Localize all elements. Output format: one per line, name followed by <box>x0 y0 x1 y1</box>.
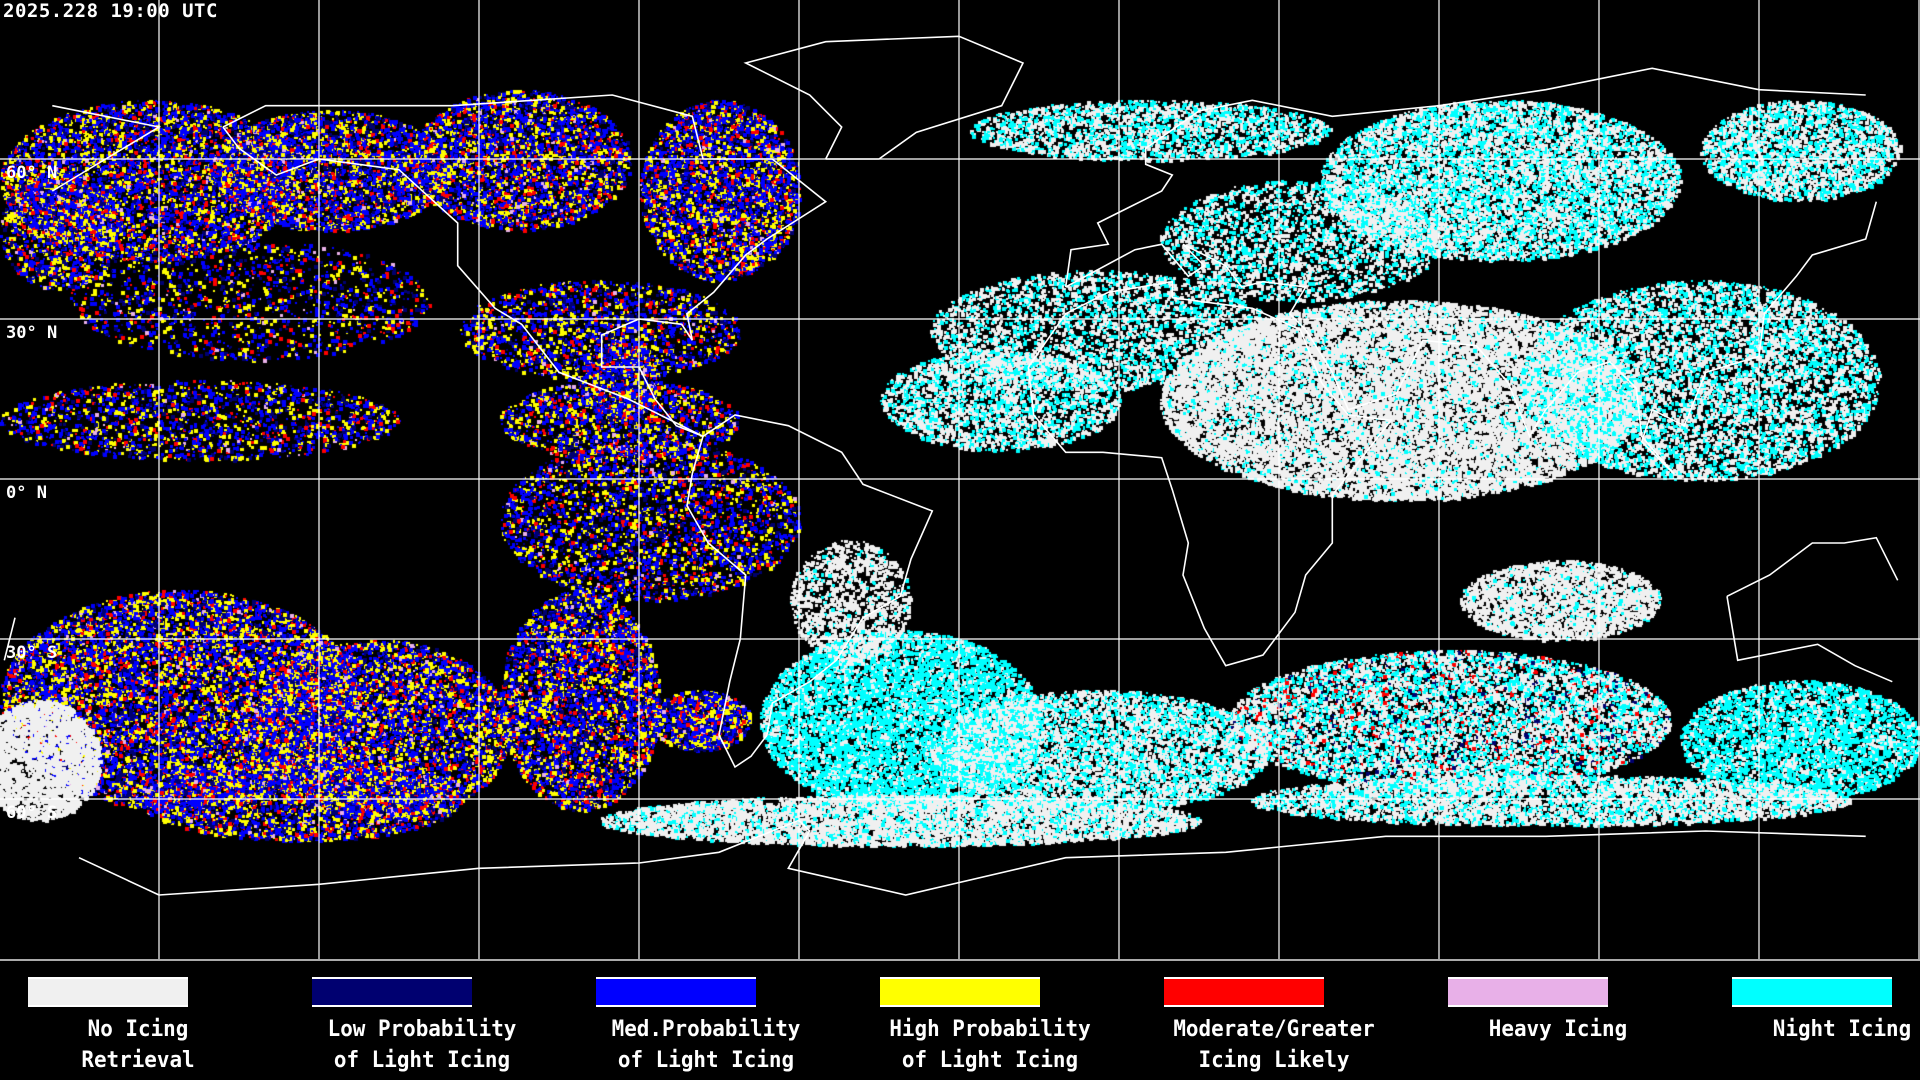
icing-map <box>0 0 1920 959</box>
coastline-australia <box>3 617 16 661</box>
legend-label: Retrieval <box>81 1048 195 1073</box>
coastline-eurasia <box>51 104 162 192</box>
legend-label: Med.Probability <box>611 1017 801 1042</box>
legend-label: Low Probability <box>327 1017 517 1042</box>
coastline-antarctica <box>78 856 160 896</box>
lat-label-60s: 60° S <box>6 803 58 823</box>
legend-label: of Light Icing <box>333 1048 511 1073</box>
timestamp-label: 2025.228 19:00 UTC <box>3 0 218 22</box>
legend-label: Heavy Icing <box>1488 1017 1628 1042</box>
legend-swatch <box>1164 977 1324 1007</box>
legend-swatch <box>28 977 188 1007</box>
coastline-australia <box>1726 596 1893 683</box>
coastline-eurasia <box>1065 201 1878 475</box>
legend-swatch <box>880 977 1040 1007</box>
legend-label: Moderate/Greater <box>1173 1017 1375 1042</box>
lat-label-0n: 0° N <box>6 483 47 503</box>
coastline-eurasia <box>1064 67 1866 288</box>
legend-swatch <box>596 977 756 1007</box>
legend-swatch <box>1448 977 1608 1007</box>
coastline-south-america <box>686 414 934 769</box>
lat-label-60n: 60° N <box>6 163 58 183</box>
coastline-africa <box>1027 280 1393 667</box>
legend-swatch <box>1732 977 1892 1007</box>
coastline-australia <box>1726 536 1899 598</box>
legend-label: Night Icing <box>1772 1017 1912 1042</box>
legend-label: of Light Icing <box>901 1048 1079 1073</box>
legend-divider <box>0 959 1920 961</box>
legend-swatch <box>312 977 472 1007</box>
legend-label: No Icing <box>87 1017 189 1042</box>
lat-label-30n: 30° N <box>6 323 58 343</box>
legend-label: Icing Likely <box>1198 1048 1350 1073</box>
coastline-grid-overlay <box>0 0 1920 959</box>
coastline-antarctica <box>158 819 1866 896</box>
legend-label: of Light Icing <box>617 1048 795 1073</box>
lat-label-30s: 30° S <box>6 643 58 663</box>
coastline-north-america <box>222 94 828 438</box>
legend: No Icing Retrieval Low Probability of Ligh… <box>0 961 1920 1080</box>
legend-label: High Probability <box>889 1017 1091 1042</box>
coastline-greenland <box>743 35 1025 160</box>
